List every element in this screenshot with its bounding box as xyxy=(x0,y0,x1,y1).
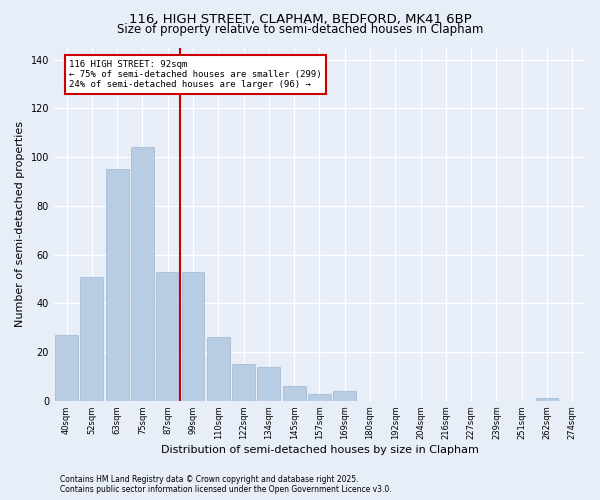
Text: 116, HIGH STREET, CLAPHAM, BEDFORD, MK41 6BP: 116, HIGH STREET, CLAPHAM, BEDFORD, MK41… xyxy=(128,12,472,26)
Bar xyxy=(106,170,128,401)
Bar xyxy=(207,338,230,401)
Bar xyxy=(157,272,179,401)
Bar xyxy=(131,148,154,401)
Bar xyxy=(536,398,559,401)
Text: Contains HM Land Registry data © Crown copyright and database right 2025.
Contai: Contains HM Land Registry data © Crown c… xyxy=(60,474,392,494)
X-axis label: Distribution of semi-detached houses by size in Clapham: Distribution of semi-detached houses by … xyxy=(161,445,478,455)
Bar xyxy=(334,391,356,401)
Bar xyxy=(308,394,331,401)
Bar xyxy=(55,335,78,401)
Bar xyxy=(182,272,205,401)
Bar xyxy=(80,276,103,401)
Y-axis label: Number of semi-detached properties: Number of semi-detached properties xyxy=(15,121,25,327)
Text: 116 HIGH STREET: 92sqm
← 75% of semi-detached houses are smaller (299)
24% of se: 116 HIGH STREET: 92sqm ← 75% of semi-det… xyxy=(69,60,322,90)
Bar xyxy=(232,364,255,401)
Text: Size of property relative to semi-detached houses in Clapham: Size of property relative to semi-detach… xyxy=(117,22,483,36)
Bar xyxy=(257,366,280,401)
Bar xyxy=(283,386,305,401)
